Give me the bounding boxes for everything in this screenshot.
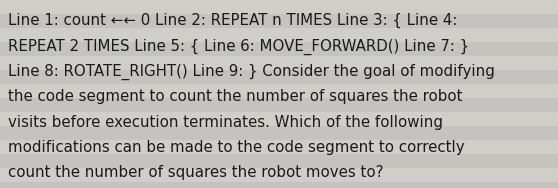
Text: visits before execution terminates. Which of the following: visits before execution terminates. Whic… [8, 115, 444, 130]
Text: the code segment to count the number of squares the robot: the code segment to count the number of … [8, 89, 463, 104]
Text: Line 8: ROTATE_RIGHT() Line 9: } Consider the goal of modifying: Line 8: ROTATE_RIGHT() Line 9: } Conside… [8, 64, 496, 80]
Text: Line 1: count ←← 0 Line 2: REPEAT n TIMES Line 3: { Line 4:: Line 1: count ←← 0 Line 2: REPEAT n TIME… [8, 13, 458, 28]
Text: modifications can be made to the code segment to correctly: modifications can be made to the code se… [8, 140, 465, 155]
Text: REPEAT 2 TIMES Line 5: { Line 6: MOVE_FORWARD() Line 7: }: REPEAT 2 TIMES Line 5: { Line 6: MOVE_FO… [8, 39, 469, 55]
Text: count the number of squares the robot moves to?: count the number of squares the robot mo… [8, 165, 384, 180]
